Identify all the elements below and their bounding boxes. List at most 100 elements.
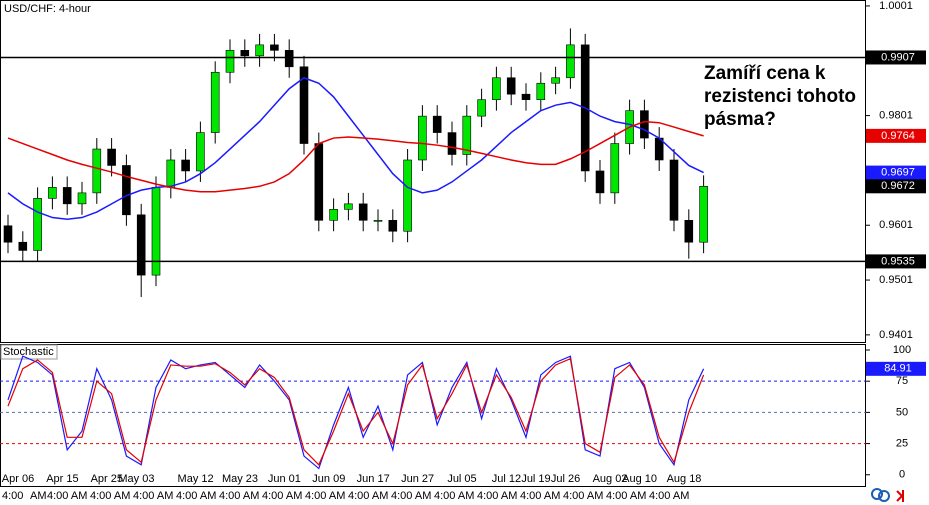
candle-body xyxy=(477,99,486,117)
moving-average xyxy=(7,76,704,220)
candle-body xyxy=(33,198,42,251)
y-tick-label: 0.9801 xyxy=(879,109,913,121)
candle-body xyxy=(270,44,279,51)
candle-body xyxy=(699,186,708,243)
y-tick-label: 0.9601 xyxy=(879,219,913,231)
price-tag xyxy=(866,165,926,180)
price-tag xyxy=(866,179,926,194)
close-icon[interactable] xyxy=(896,490,904,502)
candle-body xyxy=(432,115,442,133)
moving-average xyxy=(7,120,704,193)
candle-body xyxy=(566,44,575,79)
toolbar-icons[interactable] xyxy=(871,488,904,502)
title-bg xyxy=(1,1,97,17)
candle-body xyxy=(403,159,412,232)
x-time-label: 4:00 AM xyxy=(434,490,474,502)
x-tick-label: Jul 05 xyxy=(447,473,476,485)
y-tick-label: 50 xyxy=(896,406,908,418)
candle-body xyxy=(107,148,116,166)
x-time-label: 4:00 xyxy=(2,490,23,502)
candle-body xyxy=(595,170,605,194)
candle-body xyxy=(536,82,546,100)
stochastic-line xyxy=(7,357,705,466)
price-tag-label: 0.9535 xyxy=(881,255,915,267)
x-time-label: 4:00 AM xyxy=(649,490,689,502)
stoch-tag xyxy=(866,361,926,376)
x-tick-label: Jul 19 xyxy=(521,473,550,485)
x-time-label: 4:00 AM xyxy=(133,490,173,502)
candle-body xyxy=(62,187,72,205)
candle-body xyxy=(255,44,264,57)
x-tick-label: Apr 06 xyxy=(2,473,34,485)
candle-body xyxy=(462,115,472,155)
x-tick-label: Aug 02 xyxy=(593,473,628,485)
x-tick-label: May 12 xyxy=(178,473,214,485)
annotation: rezistenci tohoto xyxy=(704,86,856,107)
x-tick-label: Apr 15 xyxy=(46,473,78,485)
candle-body xyxy=(181,159,190,172)
x-tick-label: May 03 xyxy=(118,473,154,485)
chart-title: USD/CHF: 4-hour xyxy=(4,3,91,15)
x-tick-label: Aug 10 xyxy=(622,473,657,485)
y-tick-label: 0.9401 xyxy=(879,329,913,341)
y-tick-label: 1.0001 xyxy=(879,0,913,12)
candle-body xyxy=(669,159,679,221)
candle-body xyxy=(358,203,368,221)
candle-body xyxy=(344,203,353,210)
candle-body xyxy=(418,115,427,161)
x-tick-label: Jun 09 xyxy=(312,473,345,485)
x-time-label: 4:00 AM xyxy=(477,490,517,502)
x-time-label: 4:00 AM xyxy=(176,490,216,502)
candle-body xyxy=(299,66,309,144)
x-time-label: AM xyxy=(30,490,47,502)
x-time-label: 4:00 AM xyxy=(348,490,388,502)
candle-body xyxy=(136,214,146,276)
price-tag xyxy=(866,254,926,269)
y-tick-label: 75 xyxy=(896,375,908,387)
price-tag-label: 0.9907 xyxy=(881,51,915,63)
x-tick-label: May 23 xyxy=(222,473,258,485)
link-icon[interactable] xyxy=(878,490,890,502)
x-tick-label: Jun 27 xyxy=(401,473,434,485)
candle-body xyxy=(610,143,620,194)
x-tick-label: Jun 17 xyxy=(357,473,390,485)
candle-body xyxy=(48,187,57,199)
price-tag-label: 0.9697 xyxy=(881,167,915,179)
x-tick-label: Apr 25 xyxy=(91,473,123,485)
candle-body xyxy=(506,77,516,95)
x-time-label: 4:00 AM xyxy=(90,490,130,502)
y-tick-label: 0.9501 xyxy=(879,274,913,286)
stoch-tag-label: 84.91 xyxy=(884,363,912,375)
x-time-label: 4:00 AM xyxy=(520,490,560,502)
candle-body xyxy=(314,143,324,221)
candle-body xyxy=(373,219,383,222)
candle-body xyxy=(492,77,501,100)
annotation: Zamíří cena k xyxy=(704,63,826,84)
candle-body xyxy=(210,71,220,133)
stoch-title: Stochastic xyxy=(3,346,54,358)
candle-body xyxy=(166,159,176,188)
x-tick-label: Jul 12 xyxy=(492,473,521,485)
x-time-label: 4:00 AM xyxy=(47,490,87,502)
price-tag xyxy=(866,128,926,143)
candle-body xyxy=(284,50,294,68)
x-time-label: 4:00 AM xyxy=(606,490,646,502)
stochastic-panel xyxy=(0,344,866,487)
candle-body xyxy=(521,93,531,100)
x-time-label: 4:00 AM xyxy=(219,490,259,502)
candle-body xyxy=(196,132,205,172)
x-time-label: 4:00 AM xyxy=(262,490,302,502)
x-tick-label: Jul 26 xyxy=(551,473,580,485)
y-tick-label: 25 xyxy=(896,437,908,449)
link-icon[interactable] xyxy=(871,488,883,500)
candle-body xyxy=(329,209,338,221)
x-tick-label: Aug 18 xyxy=(667,473,702,485)
candle-body xyxy=(240,50,250,57)
y-tick-label: 100 xyxy=(893,344,911,356)
candle-body xyxy=(551,77,560,84)
price-tag xyxy=(866,50,926,65)
annotation: pásma? xyxy=(704,109,776,130)
candle-body xyxy=(3,225,13,243)
